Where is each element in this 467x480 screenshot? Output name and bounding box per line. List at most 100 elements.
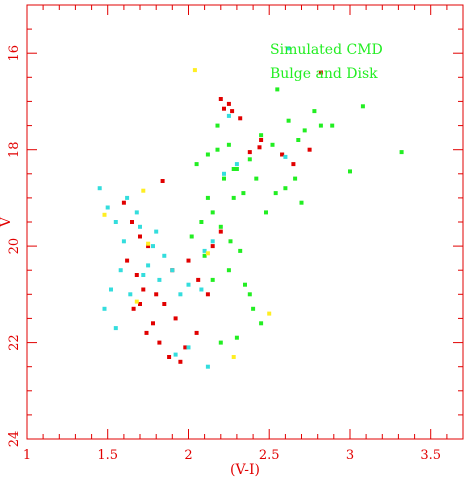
data-point	[134, 273, 139, 277]
data-point	[192, 68, 197, 73]
data-point	[231, 167, 236, 171]
data-marks	[97, 46, 404, 369]
data-point	[162, 302, 167, 306]
data-point	[360, 104, 365, 109]
data-point	[167, 355, 172, 359]
data-point	[141, 188, 146, 193]
data-point	[218, 229, 223, 234]
data-point	[243, 282, 247, 287]
data-point	[125, 258, 130, 263]
data-point	[160, 179, 165, 183]
data-point	[125, 195, 130, 200]
data-point	[121, 239, 126, 244]
data-point	[205, 251, 210, 256]
data-point	[283, 154, 288, 159]
data-point	[118, 268, 123, 273]
data-point	[154, 229, 159, 234]
data-point	[146, 241, 151, 246]
data-point	[230, 109, 235, 114]
data-point	[102, 306, 107, 311]
data-point	[228, 239, 233, 244]
data-point	[241, 191, 246, 196]
data-point	[273, 191, 278, 196]
data-point	[247, 157, 252, 162]
x-tick-label: 2.5	[259, 448, 280, 463]
y-tick-label: 18	[7, 141, 22, 158]
data-point	[134, 299, 139, 304]
data-point	[267, 311, 272, 316]
data-point	[151, 321, 155, 326]
data-point	[121, 200, 126, 205]
data-point	[199, 287, 204, 292]
data-point	[286, 46, 291, 51]
data-point	[170, 268, 175, 273]
data-point	[196, 277, 201, 282]
annotation-bulge-disk: Bulge and Disk	[270, 66, 378, 82]
data-point	[247, 150, 252, 155]
data-point	[141, 273, 146, 277]
data-point	[215, 123, 220, 128]
data-point	[154, 292, 159, 297]
data-point	[264, 210, 268, 215]
data-point	[186, 258, 191, 263]
data-point	[231, 355, 236, 359]
data-point	[210, 210, 215, 215]
data-point	[226, 113, 231, 118]
x-axis-label: (V-I)	[230, 462, 260, 478]
x-tick-label: 3.5	[420, 448, 441, 463]
tick-labels: 1 1.5 2 2.5 3 3.5 16 18 20 22 24	[7, 45, 441, 463]
data-point	[275, 87, 280, 92]
data-point	[238, 116, 243, 121]
y-tick-label: 16	[7, 45, 22, 62]
data-point	[283, 186, 288, 191]
data-point	[105, 205, 110, 210]
data-point	[202, 248, 207, 253]
data-point	[128, 292, 133, 297]
data-point	[254, 176, 259, 181]
data-point	[162, 253, 167, 258]
data-point	[218, 224, 223, 229]
data-point	[205, 195, 210, 200]
data-point	[205, 292, 210, 297]
data-point	[202, 253, 207, 258]
data-point	[293, 176, 298, 181]
data-point	[251, 306, 256, 311]
y-tick-label: 22	[7, 334, 22, 351]
data-point	[194, 162, 199, 167]
data-point	[302, 128, 307, 133]
data-point	[131, 306, 136, 311]
data-point	[318, 123, 323, 128]
x-tick-label: 1.5	[97, 448, 118, 463]
data-point	[218, 97, 223, 101]
data-point	[210, 239, 215, 244]
data-point	[205, 152, 210, 157]
axis-ticks	[26, 4, 464, 440]
data-point	[234, 162, 239, 167]
x-tick-label: 3	[346, 448, 354, 463]
data-point	[134, 210, 139, 215]
data-point	[151, 244, 155, 249]
data-point	[348, 169, 352, 174]
data-point	[399, 150, 404, 155]
y-tick-label: 24	[7, 431, 22, 448]
data-point	[173, 352, 178, 357]
y-axis-label: V	[0, 216, 14, 228]
data-point	[183, 345, 188, 350]
data-point	[178, 359, 183, 364]
y-tick-label: 20	[7, 238, 22, 255]
data-point	[259, 133, 264, 138]
data-point	[270, 142, 275, 147]
data-point	[97, 186, 102, 191]
data-point	[222, 176, 226, 181]
data-point	[226, 101, 231, 106]
data-point	[141, 287, 146, 292]
data-point	[226, 142, 231, 147]
data-point	[130, 220, 134, 224]
data-point	[173, 316, 178, 321]
data-point	[138, 224, 142, 229]
x-tick-label: 1	[23, 448, 31, 463]
data-point	[210, 244, 215, 249]
data-point	[257, 145, 262, 150]
data-point	[231, 195, 236, 200]
